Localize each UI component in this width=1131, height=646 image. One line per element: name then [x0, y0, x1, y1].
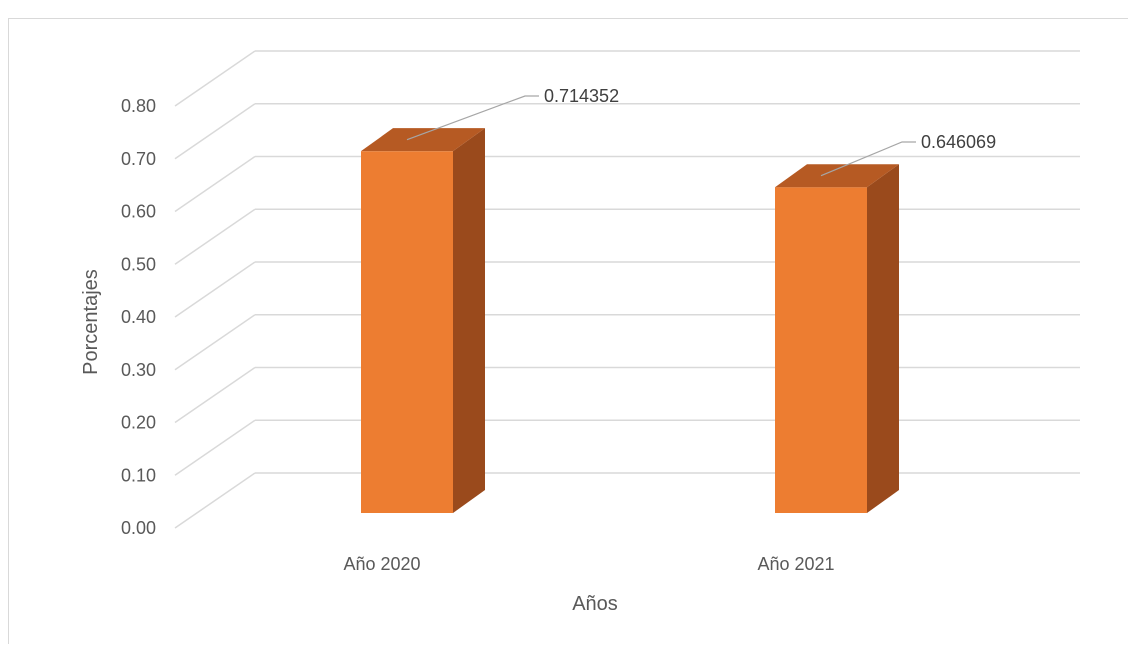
category-labels: Año 2020 Año 2021: [343, 554, 834, 574]
y-tick-label: 0.30: [121, 360, 156, 380]
gridline-floor: [174, 208, 256, 265]
bar-front: [361, 151, 453, 513]
bar-top: [361, 128, 485, 152]
category-label: Año 2021: [757, 554, 834, 574]
y-tick-labels: 0.00 0.10 0.20 0.30 0.40 0.50 0.60 0.70 0.80: [121, 96, 156, 538]
y-axis-title: Porcentajes: [80, 269, 102, 375]
gridline-floor: [174, 419, 256, 476]
data-labels: 0.714352 0.646069: [406, 86, 996, 177]
y-tick-label: 0.20: [121, 413, 156, 433]
gridlines: [174, 50, 1080, 529]
gridline-floor: [174, 366, 256, 424]
y-tick-label: 0.50: [121, 254, 156, 274]
y-tick-label: 0.40: [121, 307, 156, 327]
gridline-floor: [174, 50, 256, 107]
bar-front: [775, 187, 867, 513]
y-tick-label: 0.70: [121, 149, 156, 169]
chart-frame: [8, 18, 1128, 644]
bars: [361, 128, 899, 513]
gridline-floor: [174, 314, 256, 371]
category-label: Año 2020: [343, 554, 420, 574]
y-tick-label: 0.80: [121, 96, 156, 116]
y-tick-label: 0.10: [121, 465, 156, 485]
data-label-leader: [406, 95, 539, 141]
gridline-floor: [174, 103, 256, 160]
gridline-floor: [174, 155, 256, 213]
gridline-floor: [174, 261, 256, 318]
data-label: 0.646069: [921, 132, 996, 152]
y-tick-label: 0.60: [121, 202, 156, 222]
data-label: 0.714352: [544, 86, 619, 106]
bar-side: [867, 164, 899, 513]
x-axis-title: Años: [572, 593, 618, 615]
bar-top: [775, 164, 899, 188]
gridline-floor: [174, 472, 256, 529]
data-label-leader: [820, 141, 916, 177]
y-tick-label: 0.00: [121, 518, 156, 538]
bar-side: [453, 128, 485, 513]
